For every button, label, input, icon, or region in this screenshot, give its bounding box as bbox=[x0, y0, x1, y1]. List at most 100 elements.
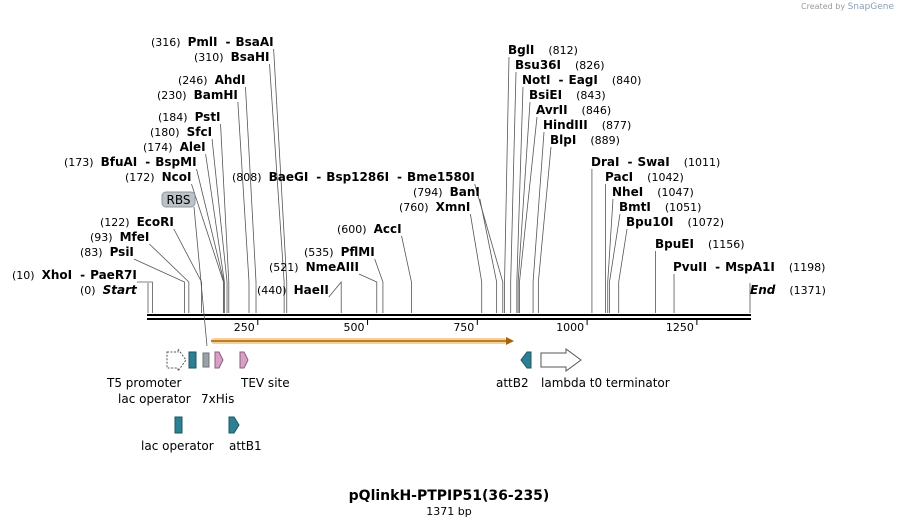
site-name: Bme1580I bbox=[407, 170, 475, 184]
site-name: XmnI bbox=[436, 200, 471, 214]
site-start[interactable]: (0) Start bbox=[80, 283, 138, 297]
site-leader-line bbox=[173, 228, 202, 313]
site-name: PsiI bbox=[110, 245, 134, 259]
site-ncoi[interactable]: (172) NcoI bbox=[125, 170, 191, 184]
site-nmeaiii[interactable]: (521) NmeAIII bbox=[269, 260, 359, 274]
site-bgli[interactable]: BglI (812) bbox=[508, 43, 578, 57]
credit-prefix: Created by bbox=[801, 2, 846, 11]
site-name: PvuII bbox=[673, 260, 707, 274]
site-hindiii[interactable]: HindIII (877) bbox=[543, 118, 631, 132]
site-alei[interactable]: (174) AleI bbox=[143, 140, 206, 154]
site-name: BmtI bbox=[619, 200, 651, 214]
site-bsiei[interactable]: BsiEI (843) bbox=[529, 88, 606, 102]
site-position: (794) bbox=[413, 186, 443, 199]
site-name: NcoI bbox=[162, 170, 192, 184]
site-position: (877) bbox=[602, 119, 632, 132]
site-position: (1047) bbox=[657, 186, 694, 199]
attB1-feature[interactable] bbox=[228, 416, 240, 434]
site-name: PaeR7I bbox=[90, 268, 137, 282]
site-leader-line bbox=[474, 183, 504, 313]
orf-arrow[interactable] bbox=[211, 337, 514, 345]
site-pmli[interactable]: (316) PmlI - BsaAI bbox=[151, 35, 274, 49]
site-bmti[interactable]: BmtI (1051) bbox=[619, 200, 701, 214]
site-position: (184) bbox=[158, 111, 188, 124]
site-mfei[interactable]: (93) MfeI bbox=[90, 230, 149, 244]
attB2-feature[interactable] bbox=[520, 351, 532, 369]
rbs-block-feature[interactable] bbox=[202, 352, 210, 368]
site-name: PstI bbox=[195, 110, 221, 124]
site-pflmi[interactable]: (535) PflMI bbox=[304, 245, 375, 259]
site-name: XhoI bbox=[42, 268, 73, 282]
site-bsahi[interactable]: (310) BsaHI bbox=[194, 50, 270, 64]
site-separator: - bbox=[316, 170, 321, 184]
site-xmni[interactable]: (760) XmnI bbox=[399, 200, 470, 214]
site-name: BsaHI bbox=[231, 50, 270, 64]
site-position: (760) bbox=[399, 201, 429, 214]
site-leader-line bbox=[269, 63, 285, 313]
site-name: SfcI bbox=[187, 125, 212, 139]
site-position: (1042) bbox=[647, 171, 684, 184]
site-name: BfuAI bbox=[101, 155, 138, 169]
site-name: PflMI bbox=[341, 245, 375, 259]
rbs-feature[interactable]: RBS bbox=[161, 191, 208, 347]
site-leader-line bbox=[205, 153, 225, 313]
site-labels: (10) XhoI - PaeR7I(0) Start(83) PsiI(93) MfeI(… bbox=[12, 35, 826, 297]
site-name: AleI bbox=[180, 140, 206, 154]
site-position: (230) bbox=[157, 89, 187, 102]
site-nhei[interactable]: NheI (1047) bbox=[612, 185, 694, 199]
site-acci[interactable]: (600) AccI bbox=[337, 222, 402, 236]
site-bamhi[interactable]: (230) BamHI bbox=[157, 88, 238, 102]
site-position: (93) bbox=[90, 231, 113, 244]
site-leader-line bbox=[328, 280, 342, 313]
site-end[interactable]: End (1371) bbox=[750, 283, 826, 297]
site-leader-line bbox=[358, 273, 378, 313]
site-position: (1198) bbox=[789, 261, 826, 274]
site-position: (180) bbox=[150, 126, 180, 139]
site-leader-line bbox=[245, 86, 257, 313]
site-bpuei[interactable]: BpuEI (1156) bbox=[655, 237, 745, 251]
site-bpu10i[interactable]: Bpu10I (1072) bbox=[626, 215, 724, 229]
site-psti[interactable]: (184) PstI bbox=[158, 110, 221, 124]
site-avrii[interactable]: AvrII (846) bbox=[536, 103, 611, 117]
site-bfuai[interactable]: (173) BfuAI - BspMI bbox=[64, 155, 197, 169]
site-noti[interactable]: NotI - EagI (840) bbox=[522, 73, 641, 87]
site-drai[interactable]: DraI - SwaI (1011) bbox=[591, 155, 720, 169]
site-position: (246) bbox=[178, 74, 208, 87]
site-haeii[interactable]: (440) HaeII bbox=[257, 283, 329, 297]
site-xhoi[interactable]: (10) XhoI - PaeR7I bbox=[12, 268, 137, 282]
site-position: (174) bbox=[143, 141, 173, 154]
lac-operator-2-feature[interactable] bbox=[174, 416, 183, 434]
lambda-t0-terminator-feature[interactable] bbox=[540, 348, 582, 372]
site-bsu36i[interactable]: Bsu36I (826) bbox=[515, 58, 605, 72]
site-position: (521) bbox=[269, 261, 299, 274]
site-leader-line bbox=[273, 48, 288, 313]
site-name: SwaI bbox=[637, 155, 669, 169]
site-paci[interactable]: PacI (1042) bbox=[605, 170, 684, 184]
t5-promoter-feature[interactable] bbox=[166, 347, 187, 373]
tev-site-feature[interactable] bbox=[239, 351, 249, 369]
site-psii[interactable]: (83) PsiI bbox=[80, 245, 134, 259]
site-blpi[interactable]: BlpI (889) bbox=[550, 133, 620, 147]
axis-tick-label: 500 bbox=[344, 321, 365, 334]
site-leader-lines bbox=[133, 48, 751, 313]
site-leader-line bbox=[374, 258, 384, 313]
7xhis-feature[interactable] bbox=[214, 351, 224, 369]
site-name: MspA1I bbox=[725, 260, 775, 274]
site-separator: - bbox=[225, 35, 230, 49]
site-bani[interactable]: (794) BanI bbox=[413, 185, 480, 199]
site-leader-line bbox=[607, 198, 614, 313]
site-ecori[interactable]: (122) EcoRI bbox=[100, 215, 174, 229]
site-leader-line bbox=[149, 243, 190, 313]
site-position: (316) bbox=[151, 36, 181, 49]
site-leader-line bbox=[136, 281, 153, 313]
site-baegi[interactable]: (808) BaeGI - Bsp1286I - Bme1580I bbox=[232, 170, 475, 184]
site-name: BpuEI bbox=[655, 237, 694, 251]
site-leader-line bbox=[537, 146, 552, 313]
site-position: (600) bbox=[337, 223, 367, 236]
lac-operator-feature[interactable] bbox=[188, 351, 197, 369]
site-ahdi[interactable]: (246) AhdI bbox=[178, 73, 245, 87]
site-name: BspMI bbox=[155, 155, 196, 169]
site-sfci[interactable]: (180) SfcI bbox=[150, 125, 212, 139]
site-pvuii[interactable]: PvuII - MspA1I (1198) bbox=[673, 260, 825, 274]
site-position: (846) bbox=[582, 104, 612, 117]
